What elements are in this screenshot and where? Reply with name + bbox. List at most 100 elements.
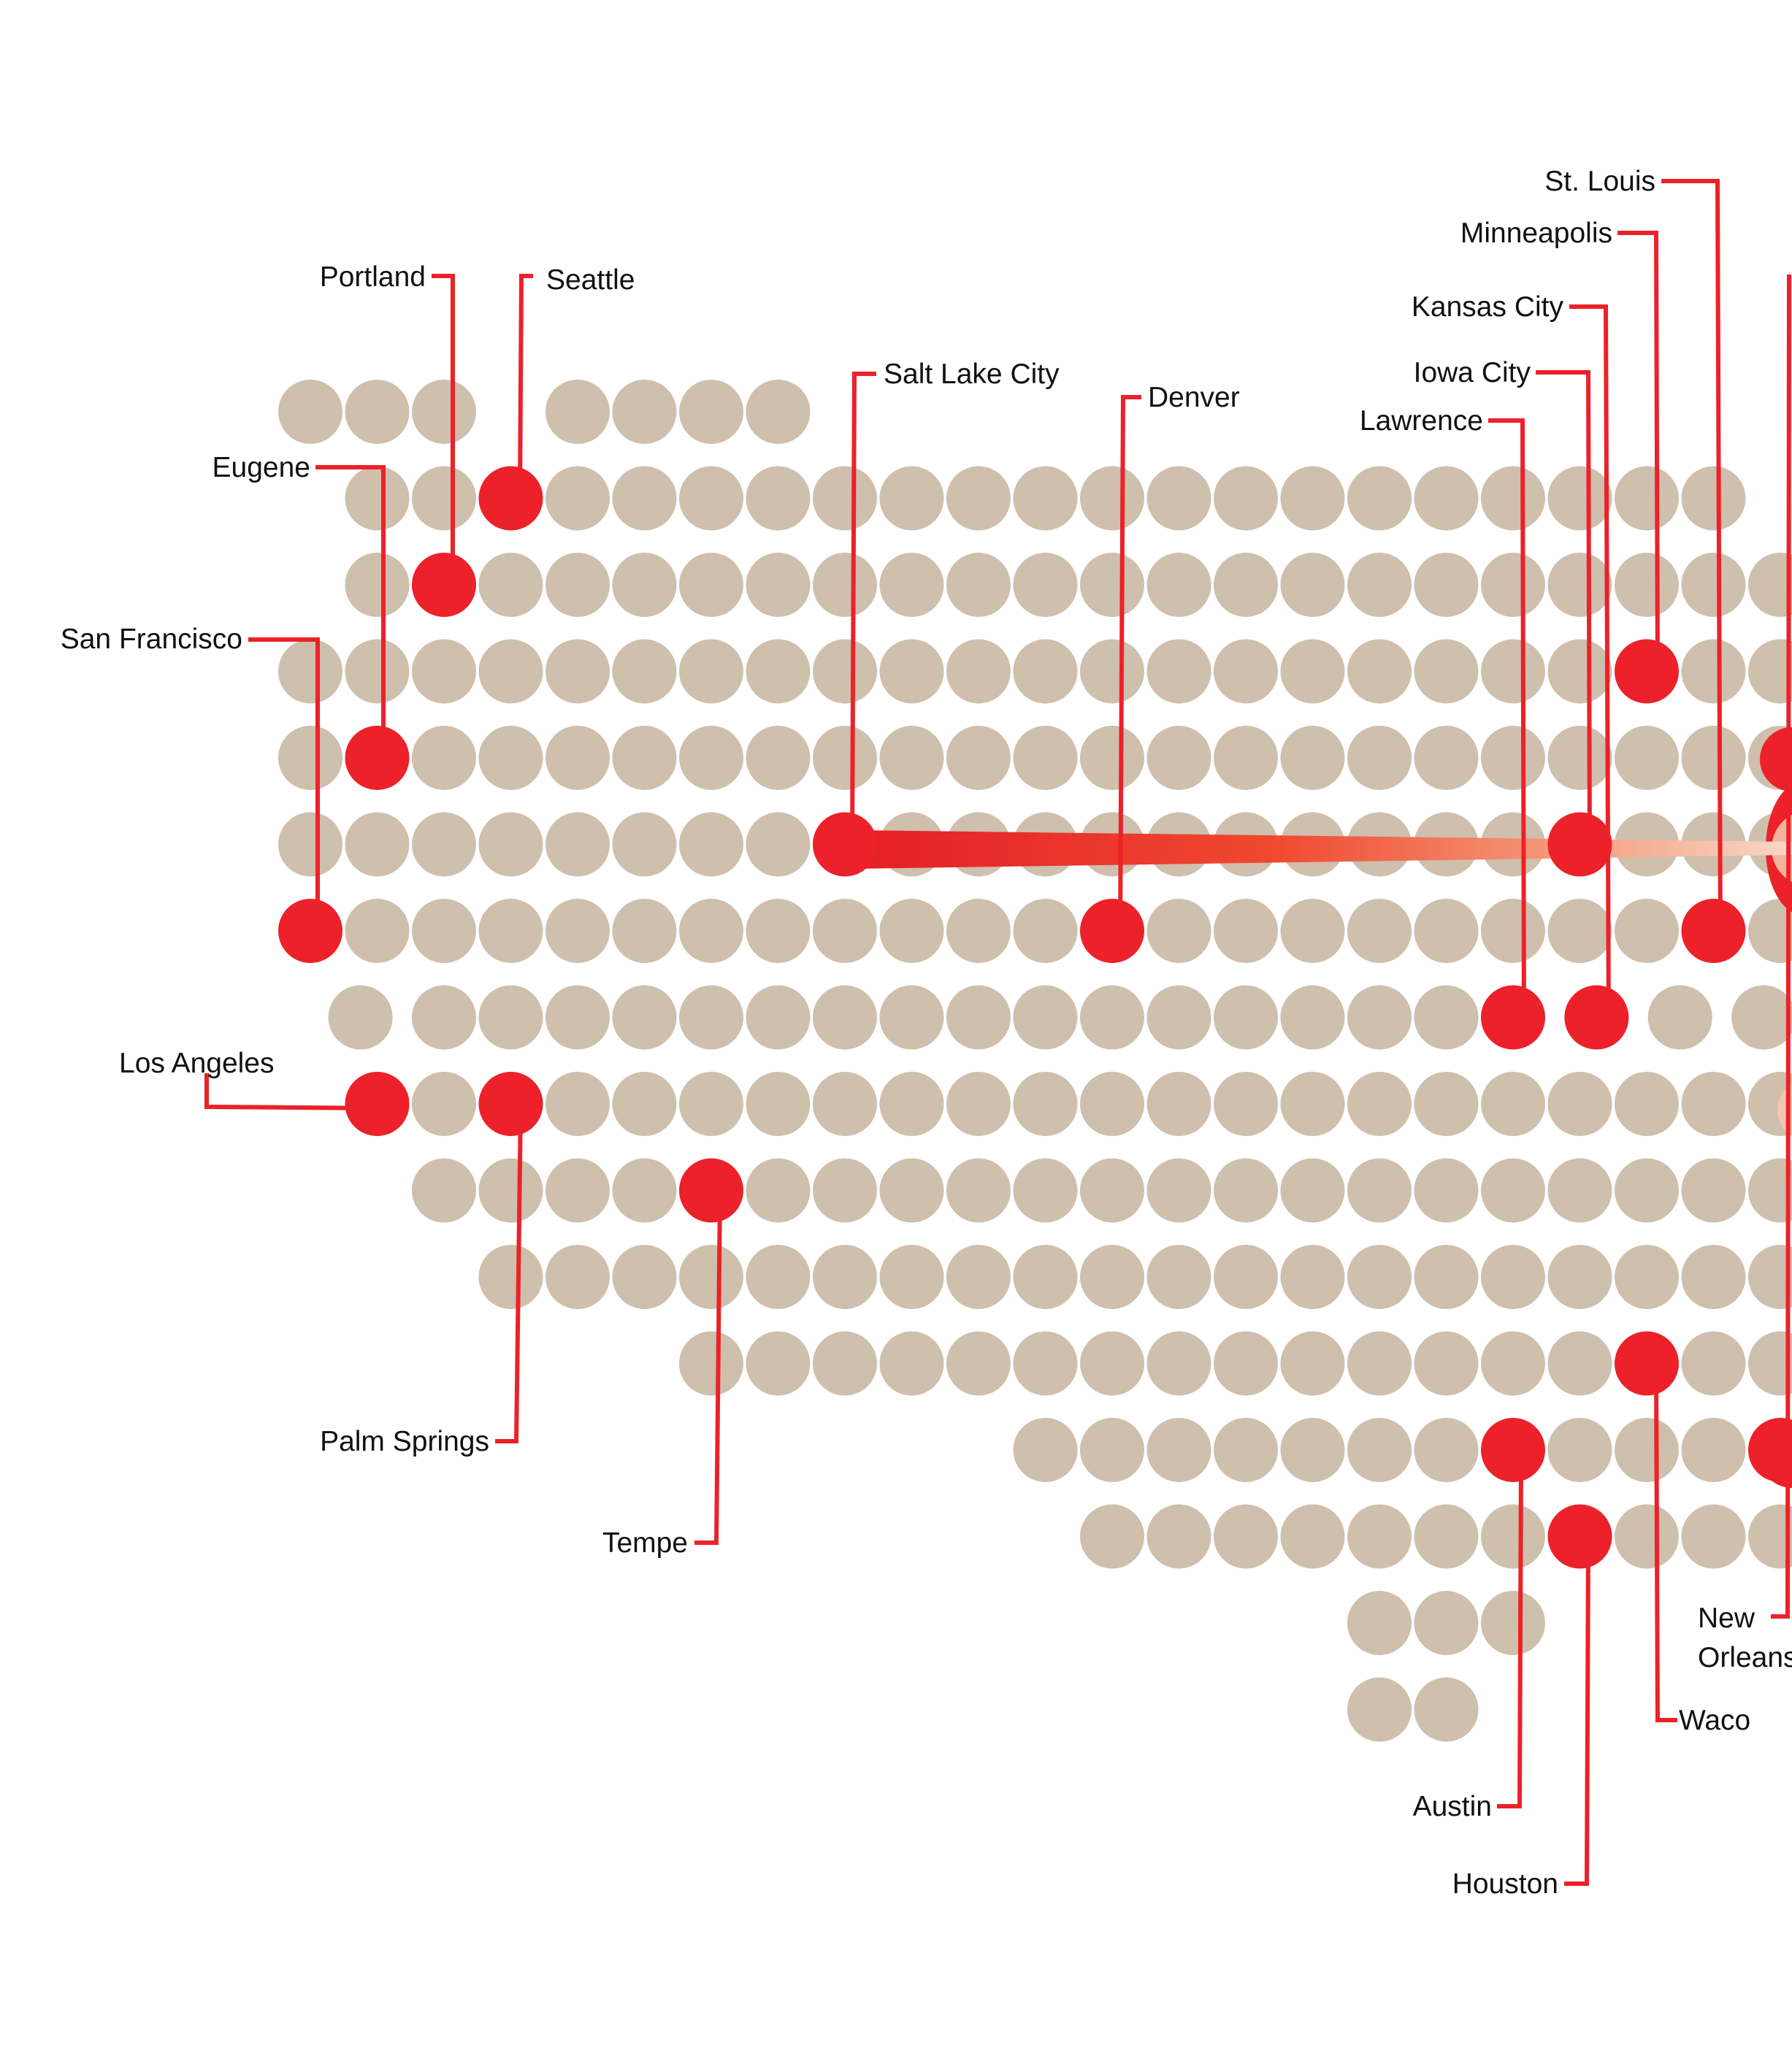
map-dot	[746, 726, 811, 790]
map-dot	[679, 380, 743, 444]
map-dot	[1748, 899, 1792, 963]
map-dot	[1414, 1504, 1479, 1569]
map-dot	[813, 985, 877, 1050]
map-dot	[1615, 1245, 1679, 1309]
map-dot	[612, 812, 677, 877]
map-dot	[1347, 1591, 1412, 1655]
map-dot	[1214, 726, 1278, 790]
city-marker-denver	[1080, 899, 1144, 963]
map-dot	[1280, 553, 1345, 617]
city-labels: Portland Seattle Eugene San Francisco Lo…	[61, 166, 1792, 1900]
city-label-san-francisco: San Francisco	[61, 624, 242, 655]
map-dot	[345, 553, 410, 617]
map-dot	[1681, 1331, 1746, 1396]
new-orleans-connector	[1771, 274, 1791, 1619]
map-dot	[1547, 1072, 1612, 1136]
map-dot	[679, 1072, 743, 1136]
map-dot	[679, 812, 743, 877]
map-dot	[1214, 1072, 1278, 1136]
map-dot	[1748, 1504, 1792, 1569]
map-dot	[813, 1331, 877, 1396]
map-dot	[1214, 553, 1278, 617]
city-marker-salt-lake-city	[813, 812, 877, 877]
map-dot	[1748, 1158, 1792, 1223]
map-dot	[1681, 1504, 1746, 1569]
city-label-minneapolis: Minneapolis	[1460, 218, 1612, 249]
map-dot	[1414, 1418, 1479, 1482]
map-dot	[1080, 726, 1144, 790]
map-dot	[1615, 553, 1679, 617]
map-dot	[1748, 1331, 1792, 1396]
map-dot	[1146, 1331, 1211, 1396]
label-connectors	[204, 179, 1791, 1886]
map-dot	[1481, 726, 1545, 790]
map-dot	[345, 899, 410, 963]
map-dot	[478, 726, 543, 790]
map-dot	[879, 1245, 944, 1309]
map-dot	[1547, 466, 1612, 531]
map-dot	[478, 553, 543, 617]
map-dot	[1080, 639, 1144, 704]
city-marker-st-louis	[1681, 899, 1746, 963]
city-label-eugene: Eugene	[212, 452, 310, 483]
map-dot	[1615, 1504, 1679, 1569]
map-dot	[278, 812, 342, 877]
map-dot	[1280, 899, 1345, 963]
map-dot	[545, 380, 610, 444]
map-dot	[1146, 1245, 1211, 1309]
map-dot	[1615, 1158, 1679, 1223]
city-marker-waco	[1615, 1331, 1679, 1396]
lawrence-connector	[1488, 418, 1526, 1023]
map-dot	[1146, 1158, 1211, 1223]
map-dot	[1547, 1418, 1612, 1482]
map-dot	[679, 899, 743, 963]
map-dot	[412, 812, 476, 877]
map-dot	[1280, 1331, 1345, 1396]
los-angeles-connector	[204, 1073, 386, 1110]
city-label-palm-springs: Palm Springs	[320, 1426, 489, 1457]
map-dot	[1547, 726, 1612, 790]
map-dot	[478, 639, 543, 704]
city-label-st-louis: St. Louis	[1544, 166, 1655, 197]
denver-connector	[1118, 395, 1141, 935]
map-dot	[1280, 1504, 1345, 1569]
map-dot	[1414, 466, 1479, 531]
map-dot	[545, 726, 610, 790]
map-dot	[946, 466, 1011, 531]
map-dot	[1481, 1331, 1545, 1396]
map-dot	[679, 639, 743, 704]
city-markers	[278, 466, 1792, 1569]
map-dot	[1681, 1418, 1746, 1482]
map-dot	[345, 812, 410, 877]
map-dot	[1146, 553, 1211, 617]
map-dot	[478, 899, 543, 963]
map-dot	[1615, 1418, 1679, 1482]
map-dot	[746, 466, 811, 531]
map-dot	[946, 553, 1011, 617]
map-dot	[1647, 985, 1712, 1050]
map-dot	[746, 639, 811, 704]
st-louis-connector	[1661, 179, 1723, 935]
map-dot	[412, 899, 476, 963]
city-marker-houston	[1547, 1504, 1612, 1569]
map-dot	[478, 1245, 543, 1309]
map-dot	[1280, 1158, 1345, 1223]
city-label-new-orleans-line-2: Orleans	[1698, 1642, 1792, 1673]
map-dot	[1013, 1072, 1078, 1136]
map-dot	[1280, 466, 1345, 531]
map-dot	[879, 466, 944, 531]
map-dot	[345, 466, 410, 531]
portland-connector	[432, 274, 455, 586]
map-dot	[1347, 1677, 1412, 1742]
map-dot	[328, 985, 393, 1050]
map-dot	[879, 726, 944, 790]
map-dot	[1280, 726, 1345, 790]
map-dot	[1414, 1331, 1479, 1396]
map-dot	[1347, 466, 1412, 531]
map-dot	[1013, 1418, 1078, 1482]
map-dot	[946, 1072, 1011, 1136]
map-dot	[679, 726, 743, 790]
map-dot	[1615, 899, 1679, 963]
map-dot	[879, 639, 944, 704]
map-dot	[1080, 1504, 1144, 1569]
